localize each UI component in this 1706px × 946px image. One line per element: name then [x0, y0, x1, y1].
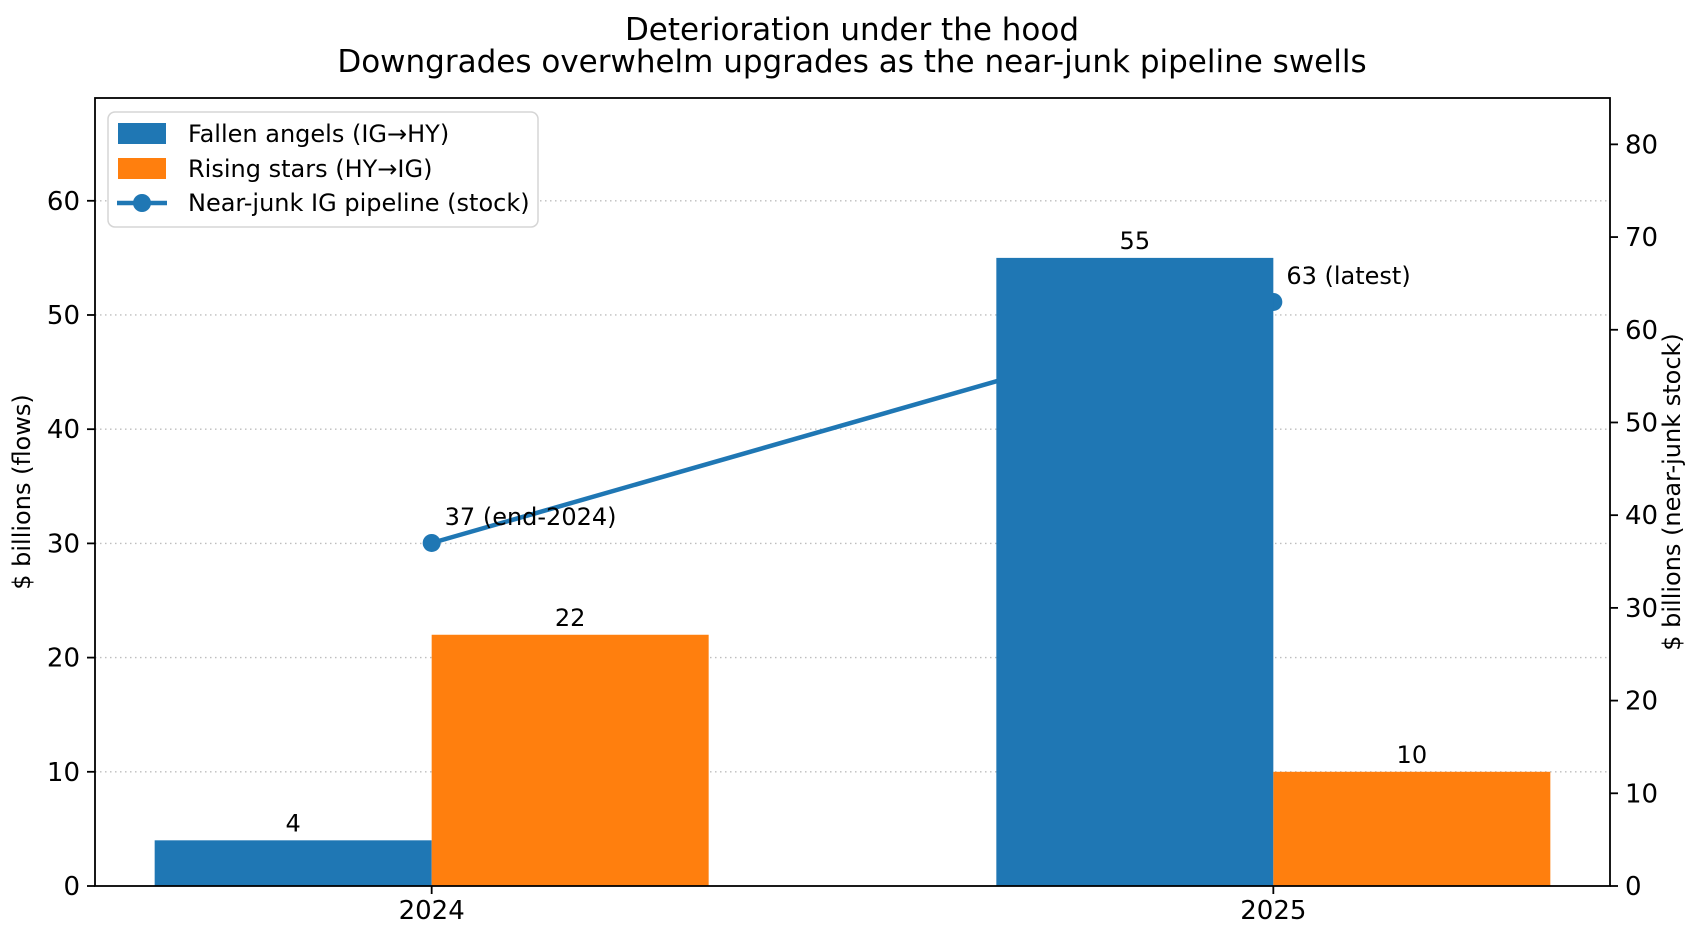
bar-series-layer [154, 257, 1551, 887]
left-tick-label-0: 0 [63, 872, 80, 902]
data-labels-layer: 4 55 22 10 37 (end-2024) 63 (latest) [286, 227, 1428, 837]
legend-label-pipeline: Near-junk IG pipeline (stock) [188, 189, 530, 217]
right-axis-label: $ billions (near-junk stock) [1658, 333, 1686, 651]
legend-label-rising-stars: Rising stars (HY→IG) [188, 155, 432, 183]
legend-swatch-rising-stars [118, 158, 166, 179]
bar-label-2024: 22 [555, 604, 586, 632]
chart-title: Deterioration under the hood [625, 12, 1079, 48]
legend-marker-sample [133, 194, 151, 212]
plot-area-border [94, 97, 1611, 887]
bar-2024 [431, 634, 709, 886]
left-tick-label-20: 20 [47, 644, 80, 674]
line-marker-2024 [422, 533, 441, 552]
legend-label-fallen-angels: Fallen angels (IG→HY) [188, 120, 449, 148]
right-tick-label-10: 10 [1625, 779, 1658, 809]
x-tick-label-2025: 2025 [1240, 896, 1306, 926]
right-tick-label-0: 0 [1625, 872, 1642, 902]
left-axis-label: $ billions (flows) [8, 394, 36, 590]
bar-label-2024: 4 [286, 809, 301, 837]
legend: Fallen angels (IG→HY) Rising stars (HY→I… [107, 111, 539, 228]
bar-2025 [996, 257, 1274, 887]
right-tick-label-80: 80 [1625, 130, 1658, 160]
bar-label-2025: 10 [1397, 741, 1428, 769]
left-tick-label-50: 50 [47, 301, 80, 331]
left-tick-label-30: 30 [47, 529, 80, 559]
right-tick-label-30: 30 [1625, 594, 1658, 624]
bar-label-2025: 55 [1120, 227, 1151, 255]
axes-layer: 0 10 20 30 40 50 60 0 10 20 30 40 50 60 70 80 2024 2025 [47, 130, 1658, 926]
chart-subtitle: Downgrades overwhelm upgrades as the nea… [337, 44, 1366, 80]
right-tick-label-40: 40 [1625, 501, 1658, 531]
right-tick-label-50: 50 [1625, 408, 1658, 438]
legend-swatch-fallen-angels [118, 123, 166, 144]
x-tick-label-2024: 2024 [399, 896, 465, 926]
left-tick-label-10: 10 [47, 758, 80, 788]
bar-2025 [1273, 771, 1551, 886]
line-annotation-2024: 37 (end-2024) [445, 503, 617, 531]
right-tick-label-20: 20 [1625, 687, 1658, 717]
line-annotation-2025: 63 (latest) [1286, 262, 1410, 290]
bar-2024 [154, 840, 432, 886]
left-tick-label-40: 40 [47, 415, 80, 445]
left-tick-label-60: 60 [47, 187, 80, 217]
legend-box [107, 111, 539, 228]
right-tick-label-70: 70 [1625, 223, 1658, 253]
right-tick-label-60: 60 [1625, 316, 1658, 346]
